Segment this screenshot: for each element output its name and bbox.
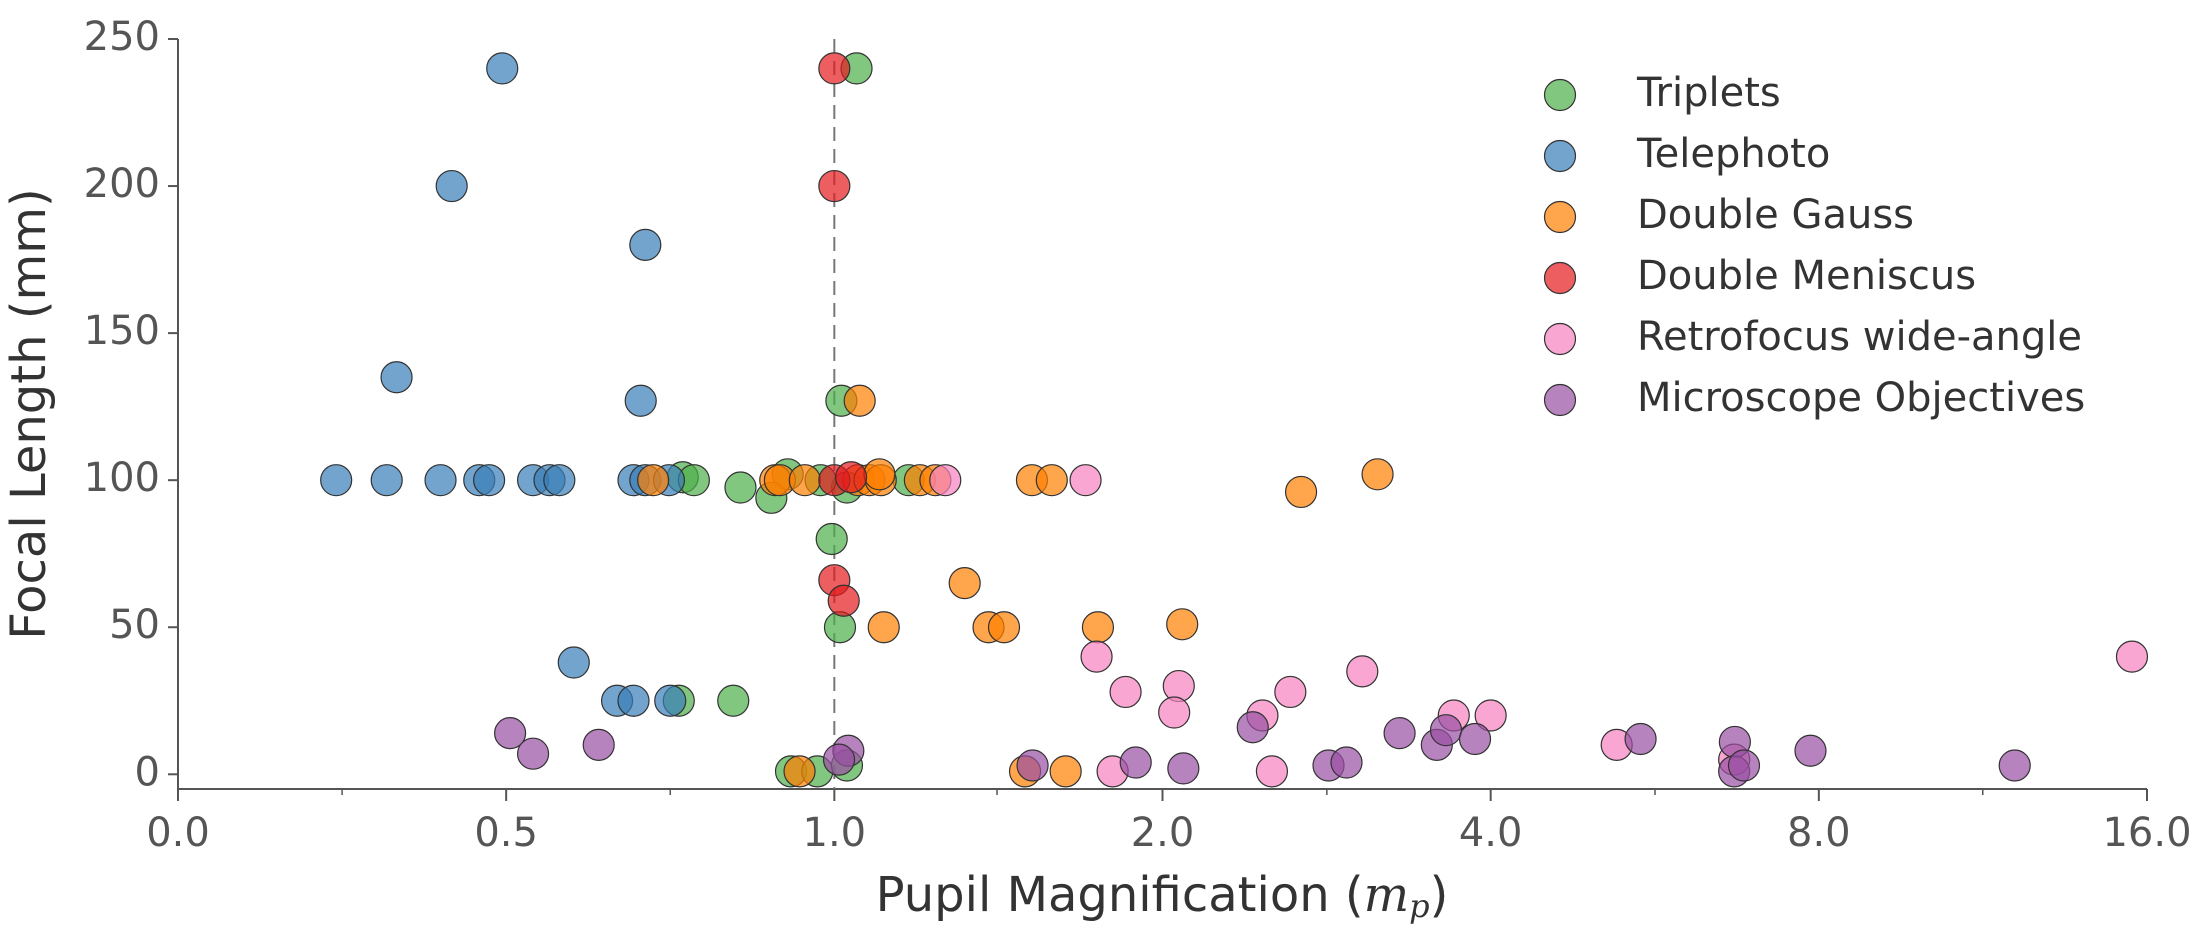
scatter-point [843,384,876,417]
scatter-point [834,461,868,494]
y-tick-label: 100 [84,455,160,501]
scatter-point [1081,611,1115,644]
scatter-point [863,458,896,491]
legend-marker [1543,383,1577,417]
legend-label: Triplets [1636,70,1781,116]
scatter-point [1727,749,1761,782]
scatter-point [1998,749,2031,782]
scatter-point [1049,755,1082,788]
scatter-point [1330,746,1363,779]
x-label-end: ) [1430,867,1449,923]
scatter-point [1474,699,1507,732]
scatter-point [629,228,662,261]
scatter-point [822,743,856,776]
scatter-point [435,169,468,203]
y-tick-label: 200 [84,161,160,207]
scatter-point [815,522,848,556]
x-tick-label: 0.5 [474,810,538,856]
scatter-point [1383,717,1416,750]
scatter-point [1069,464,1102,497]
scatter-point [1109,675,1142,709]
x-tick-label: 1.0 [803,810,867,856]
scatter-point [724,471,757,504]
x-tick-label: 0.0 [146,810,210,856]
scatter-point [1162,669,1195,703]
scatter-point [948,567,981,600]
legend-marker [1543,322,1577,356]
scatter-point [486,52,519,85]
scatter-point [827,584,860,617]
scatter-point [557,646,590,679]
x-label-text: Pupil Magnification ( [876,867,1364,923]
legend-marker [1543,139,1577,173]
y-tick-label: 250 [84,14,160,60]
scatter-point [1236,711,1269,744]
legend-label: Double Gauss [1637,192,1914,238]
legend-marker [1543,261,1577,295]
scatter-point [1274,675,1307,709]
scatter-point [654,684,687,717]
x-tick-label: 8.0 [1787,810,1851,856]
scatter-point [582,728,615,761]
y-axis-label: Focal Length (mm) [1,188,57,639]
scatter-point [1166,608,1199,641]
scatter-point [624,384,657,417]
scatter-point [818,52,851,85]
scatter-point [1284,475,1318,509]
legend-label: Retrofocus wide-angle [1637,314,2082,360]
scatter-point [788,464,821,497]
scatter-point [516,737,550,770]
scatter-point [1035,464,1068,497]
scatter-point [1429,714,1463,747]
legend-label: Microscope Objectives [1637,375,2085,421]
legend-marker [1543,78,1577,112]
scatter-point [380,361,413,394]
scatter-point [637,464,670,497]
scatter-point [1080,640,1113,673]
scatter-point [1624,722,1657,756]
x-label-symbol: m [1364,867,1410,923]
scatter-point [1361,458,1394,491]
scatter-point [617,684,650,717]
scatter-point [424,464,457,497]
scatter-point [1158,696,1191,729]
y-tick-label: 0 [135,749,160,795]
scatter-point [320,464,353,497]
scatter-point [1255,755,1289,788]
scatter-point [867,611,900,644]
legend-label: Telephoto [1636,131,1830,177]
scatter-point [1167,752,1200,785]
scatter-point [1346,655,1379,688]
x-tick-label: 16.0 [2102,810,2191,856]
scatter-point [1794,734,1827,767]
scatter-point [987,611,1021,644]
x-label-subscript: p [1409,887,1429,925]
scatter-point [1458,722,1492,756]
scatter-point [2115,640,2149,673]
x-tick-label: 4.0 [1459,810,1523,856]
x-tick-label: 2.0 [1131,810,1195,856]
scatter-point [543,464,576,497]
scatter-point [717,684,750,717]
scatter-point [1016,749,1049,782]
scatter-point [783,755,816,788]
scatter-point [818,169,851,203]
scatter-point [929,464,962,497]
y-tick-label: 150 [84,308,160,354]
x-axis-label: Pupil Magnification (mp) [876,867,1449,925]
legend-label: Double Meniscus [1637,253,1976,299]
legend-marker [1543,200,1577,234]
scatter-point [1119,746,1152,779]
scatter-point [370,464,403,497]
scatter-point [473,464,506,497]
scatter-point [494,717,527,750]
y-tick-label: 50 [109,602,160,648]
